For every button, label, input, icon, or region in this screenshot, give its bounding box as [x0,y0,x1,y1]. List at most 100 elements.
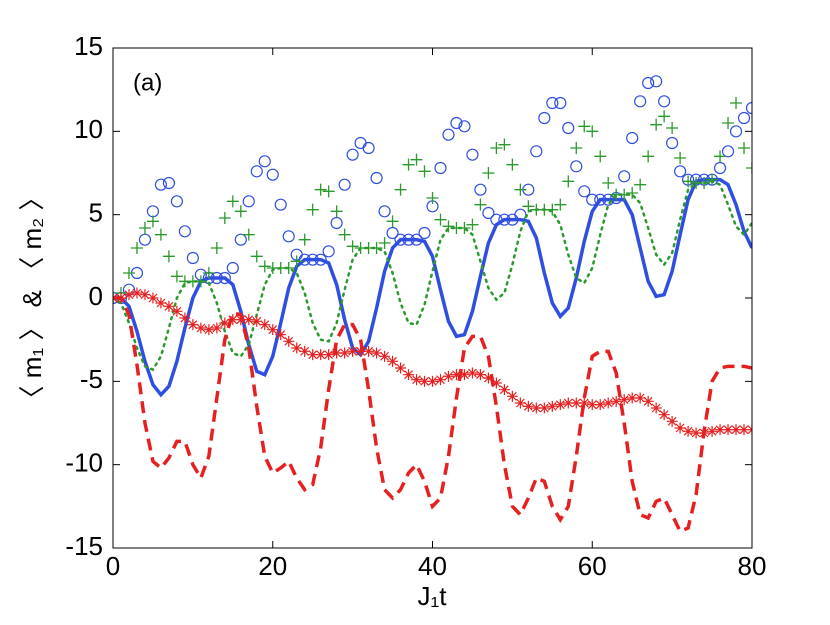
star-marker [187,319,199,331]
star-marker [283,335,295,347]
star-marker [578,397,590,409]
plus-marker [170,270,183,283]
circle-marker [666,136,679,150]
circle-marker [266,168,279,181]
circle-marker [594,193,607,206]
plus-marker [634,178,647,191]
star-marker [275,329,287,341]
circle-marker [482,206,495,220]
star-marker [163,300,175,312]
y-tick-label: 0 [89,281,103,311]
star-marker [626,392,638,404]
star-marker [379,350,391,362]
star-marker [442,370,454,382]
star-marker [347,345,359,357]
circle-marker [554,96,567,110]
star-marker [514,397,526,409]
circle-marker [154,178,168,191]
plus-marker [418,165,431,178]
plus-marker [554,198,567,211]
plus-marker [482,167,495,179]
star-marker [714,424,726,436]
plus-marker [498,138,511,151]
x-tick-label: 80 [738,551,767,581]
plus-marker [122,267,135,279]
star-marker [227,314,239,326]
y-tick-label: 10 [74,114,103,144]
plus-marker [506,158,519,171]
plus-marker [698,177,711,189]
series-line [113,180,752,372]
circle-marker [274,198,287,211]
circle-marker [162,176,176,190]
star-marker [506,390,518,402]
star-marker [411,374,423,386]
plus-marker [410,153,423,166]
star-marker [115,292,127,304]
circle-marker [713,161,727,175]
y-tick-label: 15 [74,31,103,61]
plus-marker [330,205,343,218]
plus-marker [626,187,639,199]
star-marker [642,395,654,407]
plus-marker [466,218,479,231]
plus-marker [346,240,359,253]
circle-marker [466,148,479,161]
plus-marker [738,142,751,154]
star-marker [339,347,351,359]
star-marker [195,322,207,334]
star-marker [698,427,710,439]
plus-marker [682,175,695,188]
plus-marker [522,200,535,213]
circle-marker [618,170,631,183]
plus-marker [194,275,207,288]
star-marker [586,399,598,411]
star-marker [674,422,686,434]
plus-marker [514,183,527,196]
plus-marker [202,267,215,279]
circle-marker [338,178,351,191]
plus-marker [250,250,263,263]
plus-marker [218,212,231,224]
plus-marker [546,203,559,216]
star-marker [682,425,694,437]
star-marker [211,322,223,334]
star-marker [538,402,550,414]
star-marker [474,369,486,381]
y-tick-label: 5 [89,198,103,228]
plus-marker [146,215,159,228]
x-tick-label: 20 [258,551,287,581]
series-line [113,296,752,534]
y-tick-label: -10 [65,448,103,478]
star-marker [530,402,542,414]
star-marker [450,369,462,381]
plus-marker [474,198,487,211]
star-marker [466,367,478,379]
circle-marker [186,251,199,265]
star-marker [666,415,678,427]
star-marker [634,392,646,404]
star-marker [570,397,582,409]
plus-marker [314,183,327,196]
circle-marker [234,233,247,246]
plus-marker [226,195,239,208]
circle-marker [546,96,559,110]
star-marker [610,395,622,407]
circle-marker [402,233,415,246]
star-marker [147,292,159,304]
circle-marker [658,95,671,108]
plus-marker [154,228,167,241]
star-marker [259,319,271,331]
star-marker [155,297,167,309]
circle-marker [346,148,359,161]
plus-marker [714,150,727,163]
star-marker [395,362,407,374]
plus-marker [706,173,719,186]
star-marker [602,397,614,409]
plus-marker [138,222,151,234]
plot-frame [112,47,753,549]
star-marker [323,349,335,361]
star-marker [179,312,191,324]
y-tick-label: -5 [80,364,103,394]
